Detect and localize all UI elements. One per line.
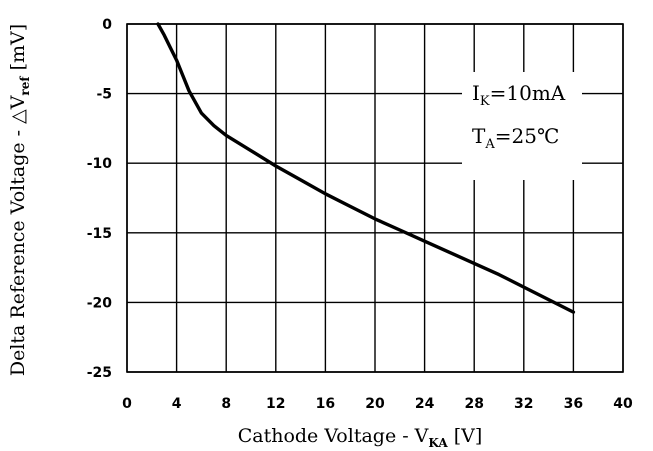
annotation-ta: TA=25℃ xyxy=(472,124,559,152)
x-tick-label: 8 xyxy=(221,396,231,412)
annotation-box: IK=10mA TA=25℃ xyxy=(462,72,582,180)
plot-frame xyxy=(126,23,624,373)
y-tick-label: -20 xyxy=(87,295,113,311)
y-tick-label: -25 xyxy=(87,365,112,381)
y-tick-label: -10 xyxy=(87,156,113,172)
annotation-ik: IK=10mA xyxy=(472,81,566,109)
y-tick-label: -5 xyxy=(96,87,112,103)
x-axis-label: Cathode Voltage - VKA [V] xyxy=(238,425,483,450)
x-tick-label: 28 xyxy=(464,396,483,412)
series-line xyxy=(156,22,576,314)
x-tick-label: 16 xyxy=(316,396,335,412)
x-tick-label: 36 xyxy=(564,396,583,412)
y-tick-labels: 0 -5 -10 -15 -20 -25 xyxy=(87,17,113,381)
x-tick-label: 20 xyxy=(365,396,385,412)
x-tick-label: 0 xyxy=(122,396,132,412)
y-tick-label: 0 xyxy=(102,17,112,33)
x-tick-label: 32 xyxy=(514,396,533,412)
annotation-background xyxy=(462,72,582,180)
y-axis-label: Delta Reference Voltage - △Vref [mV] xyxy=(7,24,32,376)
x-tick-label: 4 xyxy=(172,396,182,412)
x-tick-label: 12 xyxy=(266,396,285,412)
x-tick-label: 24 xyxy=(415,396,435,412)
y-tick-label: -15 xyxy=(87,226,112,242)
x-tick-label: 40 xyxy=(613,396,633,412)
x-tick-labels: 0 4 8 12 16 20 24 28 32 36 40 xyxy=(122,396,633,412)
